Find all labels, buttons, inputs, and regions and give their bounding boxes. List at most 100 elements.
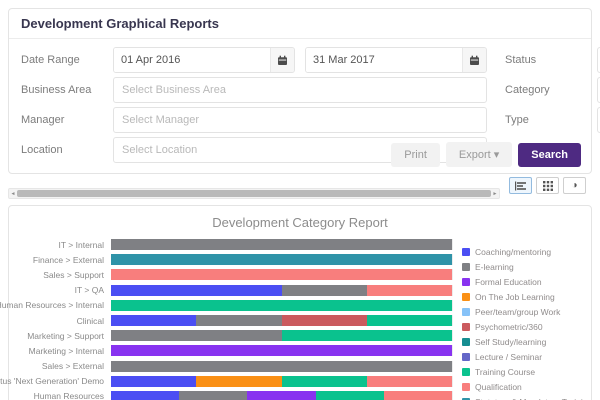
bar-segment[interactable] (282, 330, 453, 341)
grid-view-button[interactable] (536, 177, 559, 194)
bar-segment[interactable] (196, 315, 281, 326)
chart-category-label: Finance > External (15, 255, 111, 265)
bar-track (111, 376, 453, 387)
calendar-icon[interactable] (462, 48, 486, 72)
toolbar: Print Export ▾ Search (391, 142, 581, 167)
business-area-label: Business Area (21, 84, 113, 96)
chart-category-label: IT > Internal (15, 240, 111, 250)
bar-track (111, 391, 453, 400)
bar-segment[interactable] (282, 376, 367, 387)
field-type: Type Development Categories by Individua… (505, 107, 600, 133)
date-to-group (305, 47, 487, 73)
chart-category-label: Human Resources (15, 391, 111, 400)
bar-segment[interactable] (367, 376, 452, 387)
bar-segment[interactable] (247, 391, 315, 400)
field-category: Category (505, 77, 600, 103)
category-label: Category (505, 84, 597, 96)
legend-item[interactable]: Peer/team/group Work (462, 304, 591, 319)
bar-track (111, 361, 453, 372)
legend-item[interactable]: Qualification (462, 379, 591, 394)
bar-segment[interactable] (111, 300, 452, 311)
legend-item[interactable]: Lecture / Seminar (462, 349, 591, 364)
manager-input[interactable] (113, 107, 487, 133)
bar-segment[interactable] (111, 376, 196, 387)
horizontal-scrollbar[interactable]: ◄ ► (8, 188, 500, 199)
chart-category-label: Human Resources > Internal (15, 300, 111, 310)
chart-row: Human Resources (15, 389, 453, 400)
legend-label: Self Study/learning (475, 337, 546, 347)
bar-segment[interactable] (111, 285, 282, 296)
field-date-range: Date Range (21, 47, 487, 73)
legend-item[interactable]: Coaching/mentoring (462, 244, 591, 259)
chart-row: Actus 'Next Generation' Demo (15, 374, 453, 389)
chart-category-label: IT > QA (15, 285, 111, 295)
bar-segment[interactable] (111, 315, 196, 326)
legend-swatch-icon (462, 338, 470, 346)
legend-label: Qualification (475, 382, 522, 392)
date-from-group (113, 47, 295, 73)
bar-track (111, 239, 453, 250)
legend-item[interactable]: Self Study/learning (462, 334, 591, 349)
legend-label: Statutory & Mandatory Training (475, 397, 592, 400)
field-status: Status (505, 47, 600, 73)
bar-track (111, 285, 453, 296)
bar-segment[interactable] (111, 254, 452, 265)
bar-track (111, 345, 453, 356)
chart-row: Sales > External (15, 359, 453, 374)
field-business-area: Business Area (21, 77, 487, 103)
bar-segment[interactable] (196, 376, 281, 387)
type-label: Type (505, 114, 597, 126)
bar-segment[interactable] (384, 391, 452, 400)
scroll-right-icon[interactable]: ► (491, 191, 499, 197)
bar-track (111, 254, 453, 265)
chart-row: Clinical (15, 313, 453, 328)
legend-label: E-learning (475, 262, 514, 272)
bar-segment[interactable] (179, 391, 247, 400)
search-button[interactable]: Search (518, 143, 581, 167)
export-button[interactable]: Export ▾ (446, 142, 512, 167)
bar-segment[interactable] (111, 269, 452, 280)
legend-label: Peer/team/group Work (475, 307, 560, 317)
bar-segment[interactable] (111, 239, 452, 250)
bar-segment[interactable] (316, 391, 384, 400)
chart-title: Development Category Report (9, 206, 591, 237)
date-to-input[interactable] (306, 48, 462, 72)
bar-segment[interactable] (282, 285, 367, 296)
legend-item[interactable]: Formal Education (462, 274, 591, 289)
bar-track (111, 315, 453, 326)
bar-segment[interactable] (111, 345, 452, 356)
scrollbar-thumb[interactable] (17, 190, 491, 197)
legend-label: Psychometric/360 (475, 322, 543, 332)
date-from-input[interactable] (114, 48, 270, 72)
chart-row: Finance > External (15, 252, 453, 267)
bar-segment[interactable] (111, 330, 282, 341)
bar-segment[interactable] (367, 285, 452, 296)
legend-item[interactable]: Psychometric/360 (462, 319, 591, 334)
legend-swatch-icon (462, 308, 470, 316)
legend-label: On The Job Learning (475, 292, 555, 302)
legend-item[interactable]: Statutory & Mandatory Training (462, 394, 591, 400)
legend-swatch-icon (462, 368, 470, 376)
contrast-icon: ◑ (571, 181, 577, 191)
chart-legend: Coaching/mentoring E-learning Formal Educa… (453, 237, 591, 400)
chart-row: Sales > Support (15, 267, 453, 282)
bar-segment[interactable] (282, 315, 367, 326)
scroll-left-icon[interactable]: ◄ (9, 191, 17, 197)
calendar-icon[interactable] (270, 48, 294, 72)
chart-plot: IT > Internal Finance > External Sales > S… (15, 237, 453, 400)
legend-item[interactable]: Training Course (462, 364, 591, 379)
bar-segment[interactable] (111, 391, 179, 400)
bar-track (111, 269, 453, 280)
business-area-input[interactable] (113, 77, 487, 103)
legend-item[interactable]: On The Job Learning (462, 289, 591, 304)
legend-item[interactable]: E-learning (462, 259, 591, 274)
status-label: Status (505, 54, 597, 66)
legend-swatch-icon (462, 278, 470, 286)
print-button[interactable]: Print (391, 143, 440, 167)
bar-segment[interactable] (111, 361, 452, 372)
legend-swatch-icon (462, 263, 470, 271)
manager-label: Manager (21, 114, 113, 126)
contrast-icon-button[interactable]: ◑ (563, 177, 586, 194)
bar-rows-view-button[interactable] (509, 177, 532, 194)
bar-segment[interactable] (367, 315, 452, 326)
